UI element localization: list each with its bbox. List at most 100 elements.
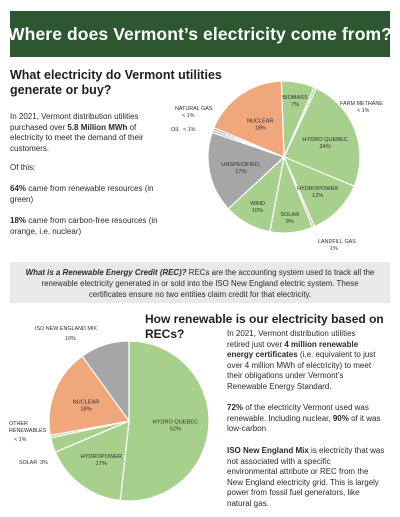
pie-slice-unspecified (207, 131, 286, 210)
pie-label-natural-gas: NATURAL GAS< 1% (175, 106, 213, 119)
rec-question: What is a Renewable Energy Credit (REC)? (25, 268, 187, 277)
pie-label-value: 3% (40, 460, 48, 466)
carbon-free-percent: 18% (10, 216, 27, 225)
callout-line: renewable electricity generated in or so… (41, 279, 359, 288)
pie-label-name: NUCLEAR (73, 400, 100, 406)
pie-label-solar: SOLAR 3% (19, 460, 48, 466)
callout-text: RECs are the accounting system used to t… (186, 268, 375, 277)
section2-intro: In 2021, Vermont distribution utilities … (227, 329, 397, 392)
of-this-label: Of this: (10, 163, 36, 172)
def-line: not associated with a specific (227, 456, 331, 466)
pie-label-name: SOLAR (280, 212, 299, 218)
renewable-percent: 64% (10, 184, 27, 193)
intro-line: electricity to meet the demand of their (10, 133, 144, 142)
pie-label-name: HYDROPOWER (297, 186, 338, 192)
pie-label-name: FARM METHANE (340, 101, 383, 107)
def-text: is electricity that was (308, 446, 385, 455)
title-banner: Where does Vermont’s electricity come fr… (8, 11, 392, 57)
section1-intro: In 2021, Vermont distribution utilities … (10, 112, 190, 154)
intro-line: In 2021, Vermont distribution utilities (10, 112, 139, 121)
pie-label-name: LANDFILL GAS (318, 239, 356, 245)
intro-line: retired just over 4 million renewable (227, 340, 397, 351)
callout-line: certificates ensure no two entities clai… (88, 290, 312, 299)
pie-slice-nuclear (48, 355, 131, 436)
iso-mix-term: ISO New England Mix (227, 446, 309, 455)
pie-label-value: < 1% (182, 113, 195, 119)
pie-label-value: < 1% (14, 437, 27, 443)
pie-slice-hydropower (54, 420, 130, 502)
intro-text: (i.e. equivalent to just (297, 350, 376, 359)
pie-label-name: HYDRO QUEBEC (153, 420, 198, 426)
pie-label-value: 1% (330, 246, 338, 252)
intro-line: customers. (10, 143, 50, 153)
stat-line: green) (10, 194, 34, 204)
def-line: ISO New England Mix is electricity that … (227, 446, 397, 457)
stat-line: 64% came from renewable resources (in (10, 184, 190, 195)
pie-label-value: 12% (312, 193, 323, 199)
pie-label-name: OTHER (9, 421, 28, 427)
pie-slice-hydro-quebec (119, 340, 210, 502)
intro-line: Renewable Energy Standard. (227, 381, 332, 391)
iso-mix-definition: ISO New England Mix is electricity that … (227, 446, 397, 509)
pie-slice-iso-new-england-mix (81, 340, 130, 423)
stat-text: came from renewable resources (in (26, 184, 154, 193)
pie-label-value: < 1% (357, 108, 370, 114)
mwh-value: 5.8 Million MWh (67, 122, 128, 132)
stat-text: of the electricity Vermont used was (243, 403, 369, 412)
def-line: environmental attribute or REC from the (227, 467, 369, 476)
pie-label-farm-methane: FARM METHANE< 1% (340, 101, 383, 114)
rec-amount: 4 million renewable (284, 339, 359, 349)
def-line: natural gas. (227, 498, 269, 508)
intro-line: In 2021, Vermont distribution utilities (227, 329, 356, 338)
renewable-stat: 64% came from renewable resources (in gr… (10, 184, 190, 205)
intro-line: over 4 million MWh of electricity) to me… (227, 360, 372, 370)
pie-slice-hydro-quebec (283, 87, 361, 187)
intro-line: their obligations under Vermont’s (227, 371, 344, 380)
pie-label-name: BIOMASS (282, 95, 308, 101)
pie-label-value: 17% (96, 461, 107, 467)
pie-label-name: SOLAR (19, 460, 37, 466)
stat-line: orange, i.e. nuclear) (10, 226, 82, 236)
section2-heading: How renewable is our electricity based o… (145, 312, 384, 341)
section1-heading: What electricity do Vermont utilities ge… (10, 68, 222, 98)
section1-heading-line2: generate or buy? (10, 83, 112, 97)
pie-label-unspecified: UNSPECIFIED,17% (221, 162, 261, 175)
pie-label-name: NATURAL GAS (175, 106, 213, 112)
intro-text: purchased over (10, 122, 68, 132)
pie-label-value: 18% (80, 407, 91, 413)
stat-text: came from carbon-free resources (in (26, 216, 158, 225)
pie-label-value: 10% (65, 336, 76, 342)
stat-line: 18% came from carbon-free resources (in (10, 216, 190, 227)
stat-line: 72% of the electricity Vermont used was (227, 403, 397, 414)
pie-label-name: UNSPECIFIED, (221, 162, 261, 168)
callout-line: What is a Renewable Energy Credit (REC)?… (20, 267, 380, 278)
def-line: New England electricity grid. This is la… (227, 477, 379, 487)
pie-label-value: 17% (235, 169, 246, 175)
pie-label-value: 7% (291, 102, 299, 108)
section1-heading-line1: What electricity do Vermont utilities (10, 68, 222, 82)
renewable-percent: 72% (227, 403, 244, 412)
pie-label-value: 18% (255, 126, 266, 132)
pie-label-value: < 1% (183, 127, 196, 133)
pie-label-value: 9% (286, 219, 294, 225)
intro-line: energy certificates (i.e. equivalent to … (227, 350, 397, 361)
pie-label-iso-new-england-mix: ISO NEW ENGLAND MIX 10% (35, 326, 97, 342)
pie-label-value: 24% (320, 144, 331, 150)
pie-label-name: RENEWABLES (9, 428, 47, 434)
stat-line: renewable. Including nuclear, 90% of it … (227, 414, 397, 425)
pie-label-value: 52% (170, 427, 181, 433)
intro-line: purchased over 5.8 Million MWh of (10, 123, 190, 134)
stat-line: low-carbon (227, 424, 267, 433)
intro-text: retired just over (227, 339, 285, 349)
stat-text: renewable. Including nuclear, (227, 413, 333, 423)
rec-definition-callout: What is a Renewable Energy Credit (REC)?… (10, 262, 390, 303)
